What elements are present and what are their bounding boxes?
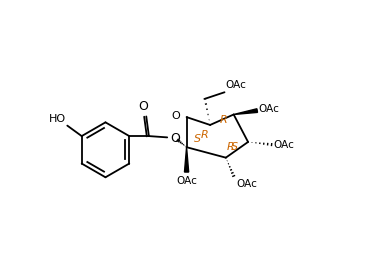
Text: S: S: [231, 142, 239, 152]
Text: HO: HO: [49, 114, 66, 124]
Text: OAc: OAc: [236, 179, 257, 189]
Text: OAc: OAc: [226, 80, 247, 90]
Text: O: O: [171, 111, 180, 121]
Text: OAc: OAc: [259, 104, 280, 114]
Polygon shape: [234, 109, 258, 114]
Text: R: R: [201, 130, 209, 140]
Polygon shape: [184, 147, 189, 172]
Text: O: O: [170, 132, 180, 145]
Text: OAc: OAc: [176, 176, 197, 186]
Text: S: S: [194, 134, 201, 144]
Text: R: R: [219, 115, 227, 125]
Text: R: R: [227, 142, 235, 152]
Text: OAc: OAc: [273, 140, 294, 150]
Text: O: O: [139, 99, 149, 113]
